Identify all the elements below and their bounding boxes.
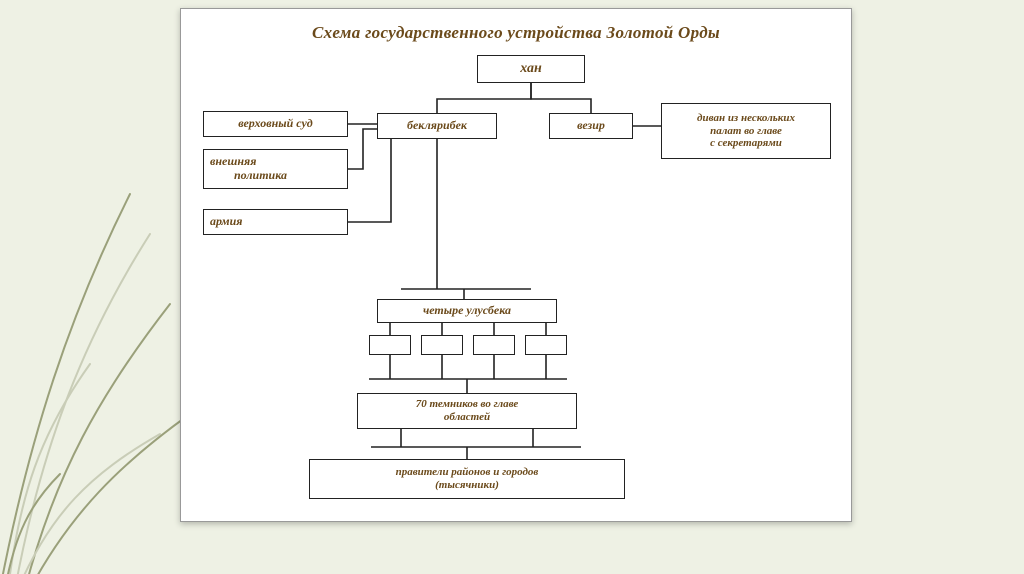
node-army: армия: [203, 209, 348, 235]
node-divan: диван из несколькихпалат во главес секре…: [661, 103, 831, 159]
node-u2: [421, 335, 463, 355]
node-prav: правители районов и городов(тысячники): [309, 459, 625, 499]
slide-background: Схема государственного устройства Золото…: [0, 0, 1024, 574]
node-vnesh: внешняя политика: [203, 149, 348, 189]
node-temnik: 70 темников во главеобластей: [357, 393, 577, 429]
node-bekl: беклярибек: [377, 113, 497, 139]
node-u1: [369, 335, 411, 355]
diagram-paper: Схема государственного устройства Золото…: [180, 8, 852, 522]
node-u4: [525, 335, 567, 355]
node-ulus: четыре улусбека: [377, 299, 557, 323]
node-u3: [473, 335, 515, 355]
node-khan: хан: [477, 55, 585, 83]
diagram-connectors: [181, 9, 851, 521]
node-vezir: везир: [549, 113, 633, 139]
node-sud: верховный суд: [203, 111, 348, 137]
